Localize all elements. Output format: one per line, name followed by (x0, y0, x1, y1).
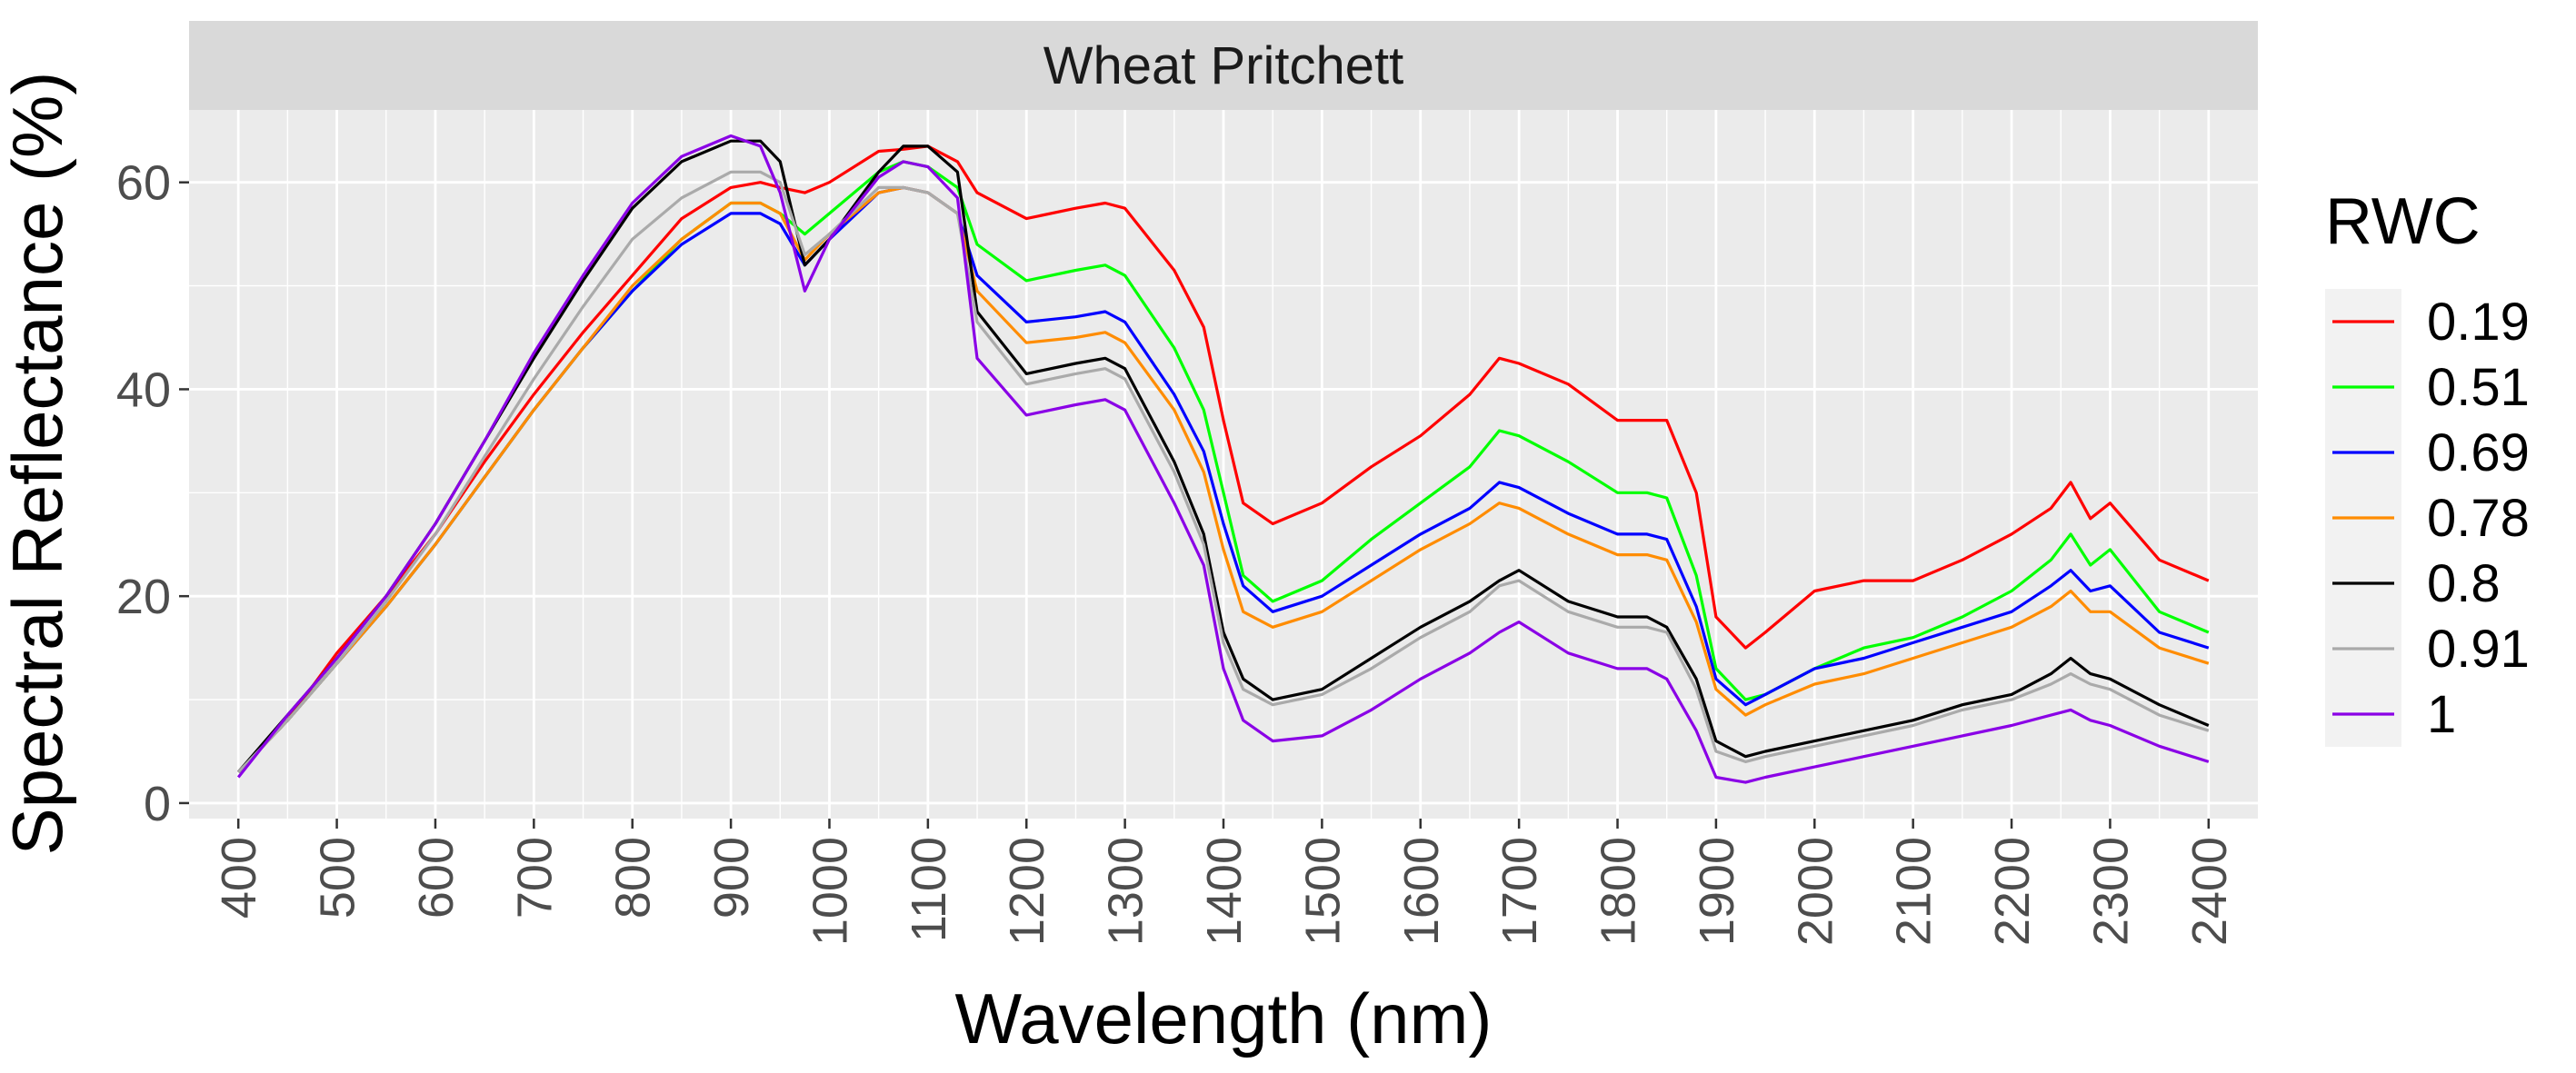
x-tick-label: 1100 (902, 837, 956, 942)
x-tick-label: 1200 (1000, 837, 1054, 946)
series-line-0-91 (237, 170, 2210, 773)
x-tick-label: 1700 (1493, 837, 1547, 946)
legend-title: RWC (2325, 185, 2481, 258)
facet-title: Wheat Pritchett (1043, 36, 1403, 95)
x-axis-title: Wavelength (nm) (955, 979, 1493, 1058)
legend-label: 1 (2427, 685, 2456, 744)
x-tick-label: 1900 (1690, 837, 1744, 946)
x-tick-label: 2000 (1788, 837, 1842, 946)
facet-strip (189, 21, 2258, 110)
major-gridlines (189, 110, 2258, 819)
legend: 0.19 0.51 0.69 0.78 0.8 0.91 1 (2325, 289, 2530, 747)
x-tick-label: 2200 (1985, 837, 2040, 946)
series-line-1 (236, 134, 2210, 784)
x-tick-label: 700 (507, 837, 562, 919)
y-tick-label: 60 (116, 156, 171, 211)
series-line-0-69 (237, 185, 2210, 773)
legend-label: 0.78 (2427, 489, 2530, 548)
x-tick-label: 2400 (2182, 837, 2237, 946)
y-axis-title: Spectral Reflectance (%) (0, 72, 77, 856)
legend-label: 0.19 (2427, 293, 2530, 352)
legend-label: 0.69 (2427, 423, 2530, 482)
legend-label: 0.91 (2427, 620, 2530, 679)
x-axis: 400 500 600 700 800 900 1000 1100 1200 1300 1400 15… (212, 819, 2237, 946)
x-tick-label: 400 (212, 837, 266, 919)
y-tick-label: 40 (116, 363, 171, 417)
legend-label: 0.8 (2427, 554, 2501, 613)
x-tick-label: 900 (704, 837, 759, 919)
series-lines (236, 134, 2210, 784)
legend-label: 0.51 (2427, 358, 2530, 417)
x-tick-label: 600 (409, 837, 464, 919)
x-tick-label: 2300 (2083, 837, 2138, 946)
y-tick-label: 0 (144, 777, 171, 831)
y-tick-label: 20 (116, 570, 171, 624)
x-tick-label: 1600 (1394, 837, 1449, 946)
series-line-0-78 (237, 185, 2210, 773)
x-tick-label: 1000 (803, 837, 857, 946)
x-tick-label: 1500 (1295, 837, 1350, 946)
x-tick-label: 800 (606, 837, 661, 919)
x-tick-label: 1300 (1099, 837, 1153, 946)
y-axis: 0 20 40 60 (116, 156, 189, 831)
series-line-0-19 (237, 144, 2210, 773)
series-line-0-8 (236, 139, 2210, 773)
x-tick-label: 1800 (1592, 837, 1646, 946)
x-tick-label: 2100 (1887, 837, 1942, 946)
x-tick-label: 1400 (1197, 837, 1252, 946)
x-tick-label: 500 (311, 837, 365, 919)
